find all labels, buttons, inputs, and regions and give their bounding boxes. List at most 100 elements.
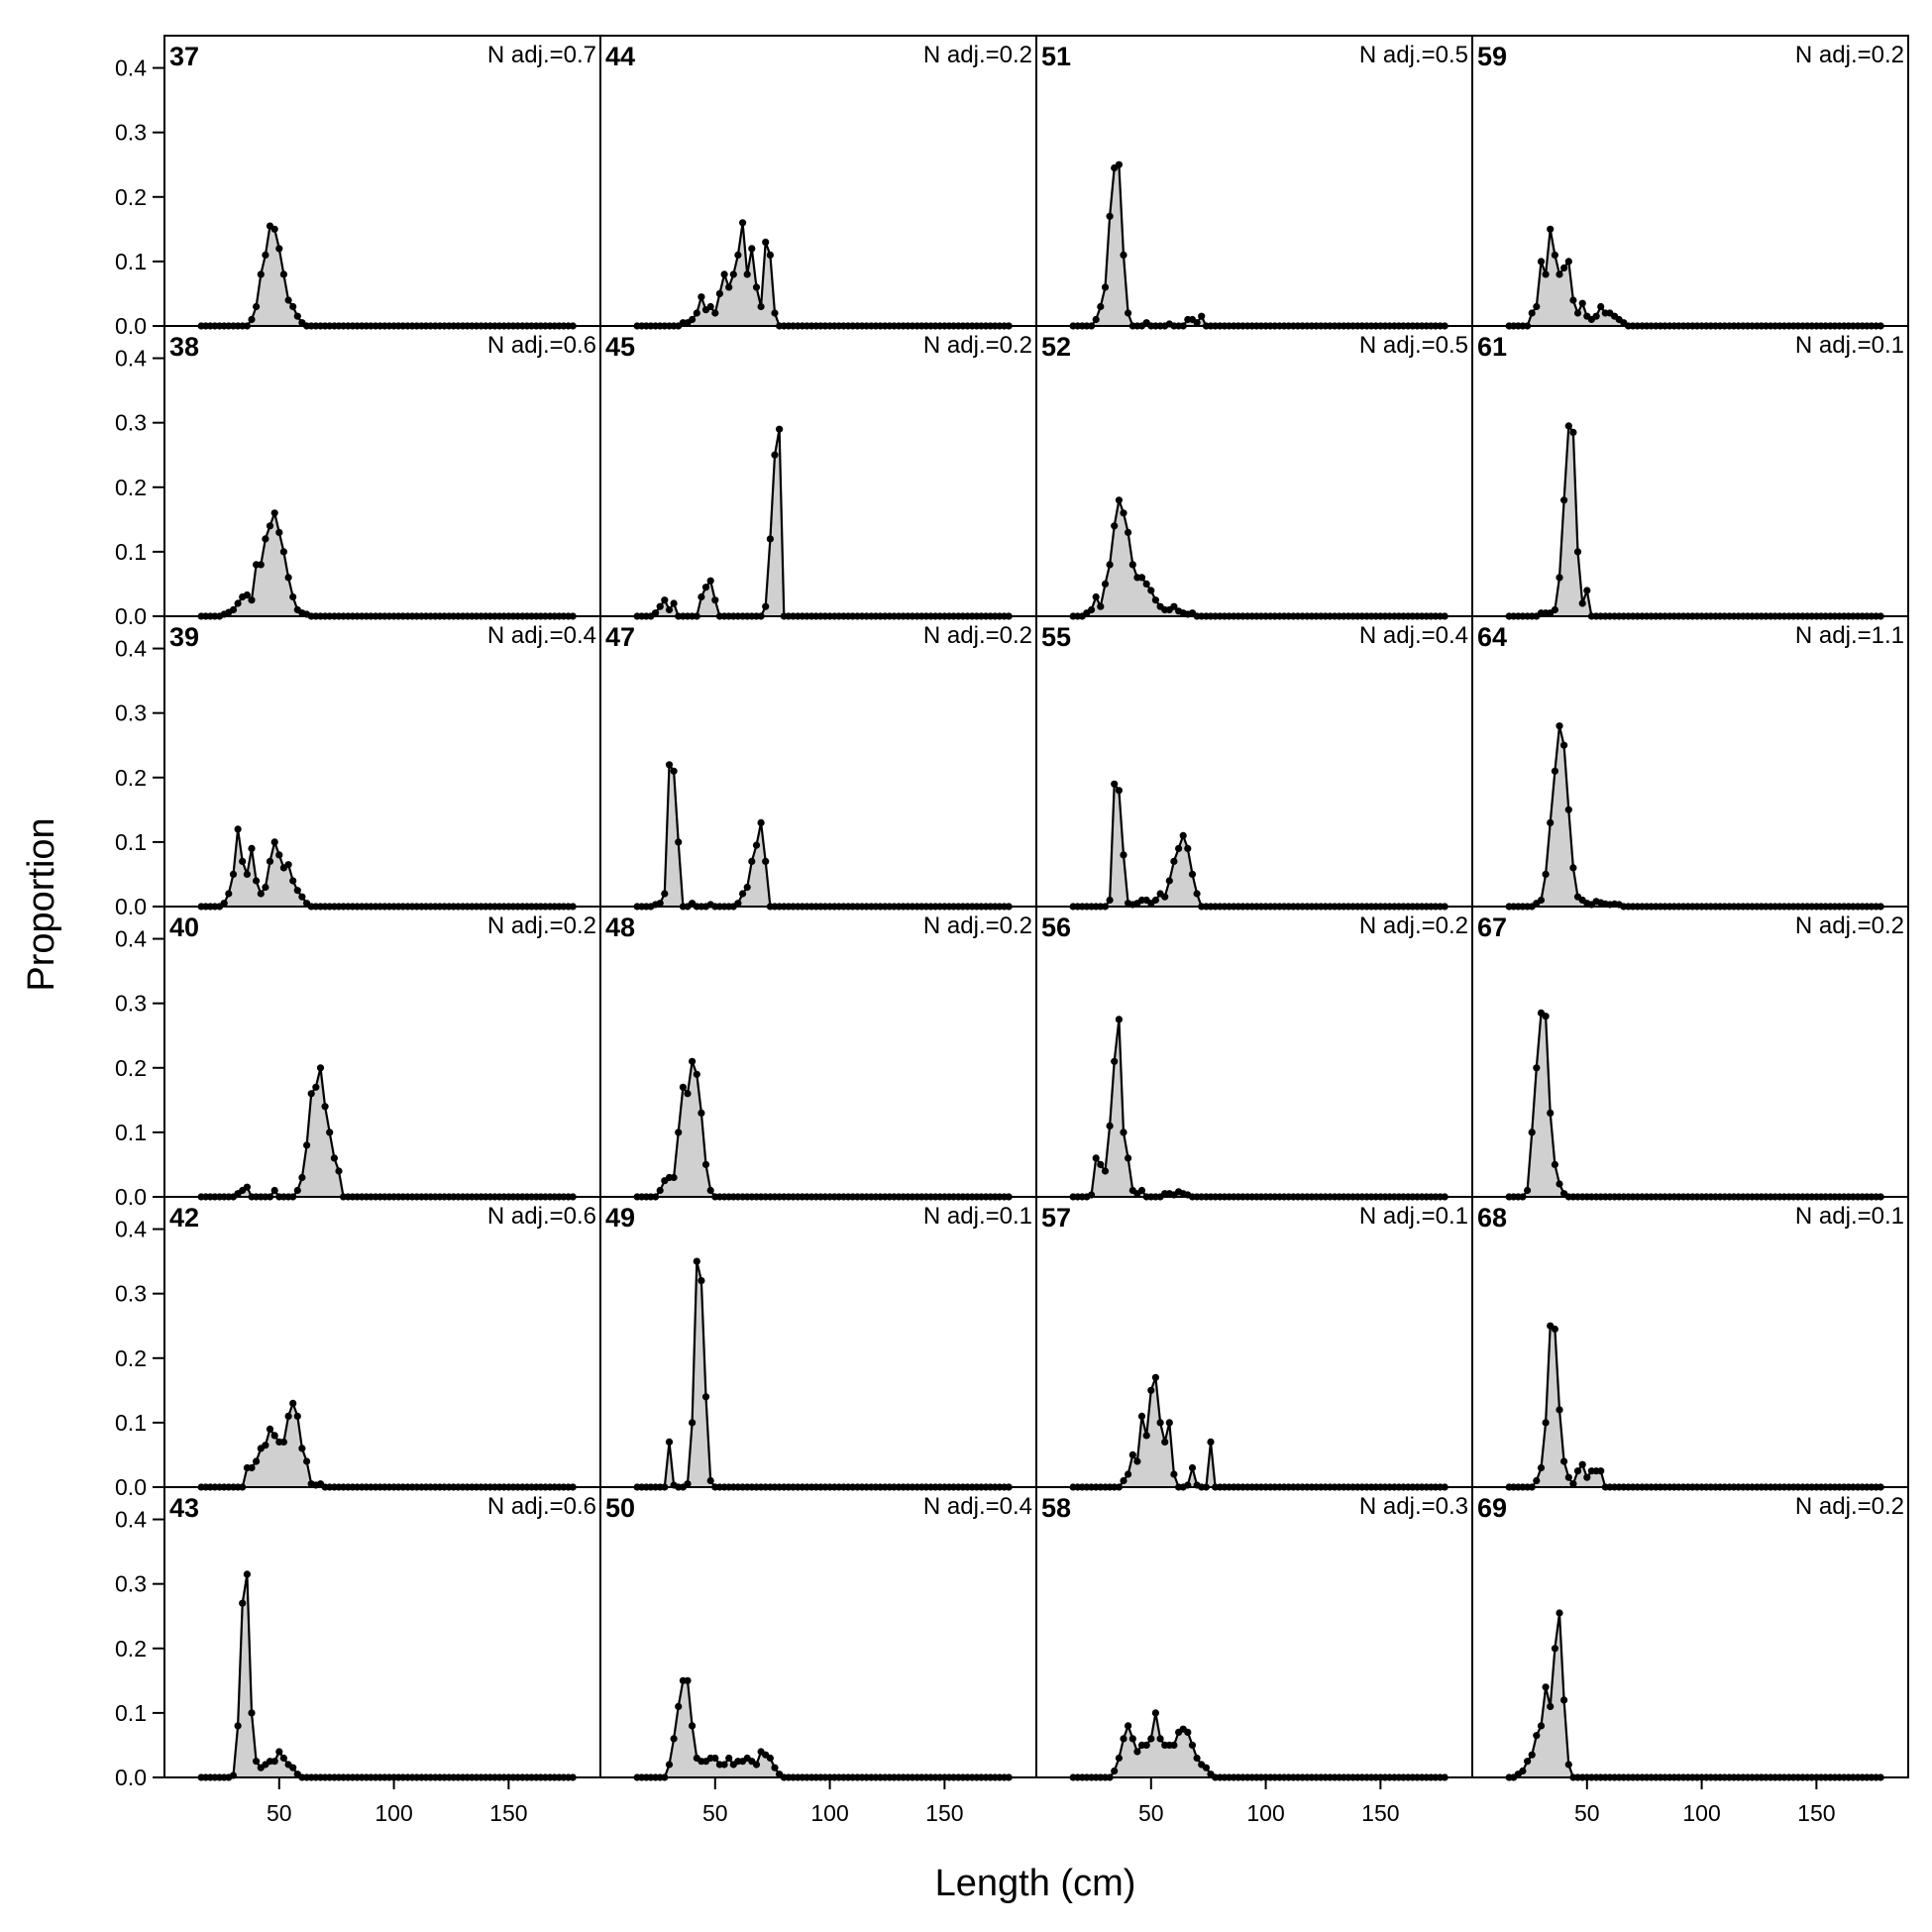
data-point bbox=[239, 1599, 247, 1607]
data-point bbox=[1161, 1438, 1169, 1446]
data-point bbox=[762, 238, 770, 246]
data-point bbox=[1207, 1438, 1215, 1446]
data-point bbox=[330, 1154, 338, 1162]
data-point bbox=[698, 1109, 705, 1117]
axes: 0.0 0.1 0.2 0.3 0.4 0.0 0.1 0.2 0.3 0.4 0.0 0.1 0.2 0… bbox=[115, 55, 1836, 1826]
panel-67: 67 N adj.=0.2 bbox=[1471, 906, 1909, 1201]
data-point bbox=[757, 818, 765, 827]
data-point bbox=[1551, 1645, 1558, 1653]
data-point bbox=[1111, 1057, 1119, 1065]
distribution-line bbox=[1073, 1376, 1446, 1489]
x-tick-label: 100 bbox=[1246, 1800, 1284, 1826]
data-point bbox=[1198, 312, 1206, 320]
data-point bbox=[293, 312, 301, 320]
data-point bbox=[1184, 1728, 1192, 1736]
data-point bbox=[725, 283, 733, 291]
y-tick-label: 0.0 bbox=[115, 1765, 147, 1790]
data-point bbox=[1142, 1741, 1150, 1749]
y-tick-label: 0.1 bbox=[115, 249, 147, 274]
data-point bbox=[284, 1412, 292, 1420]
data-point bbox=[1592, 312, 1600, 320]
data-point bbox=[1537, 258, 1546, 266]
data-point bbox=[243, 590, 251, 599]
data-point bbox=[665, 1438, 674, 1446]
data-point bbox=[1551, 767, 1558, 775]
n-adj-label: N adj.=1.1 bbox=[1795, 622, 1904, 649]
y-tick-label: 0.1 bbox=[115, 1700, 147, 1726]
data-point bbox=[275, 1748, 283, 1756]
data-point bbox=[706, 577, 714, 585]
distribution-line bbox=[201, 1066, 574, 1199]
data-point bbox=[1537, 1722, 1546, 1730]
data-point bbox=[284, 861, 292, 869]
data-point bbox=[743, 883, 751, 892]
panel-45: 45 N adj.=0.2 bbox=[599, 325, 1037, 620]
data-point bbox=[776, 425, 784, 433]
panel-61: 61 N adj.=0.1 bbox=[1471, 325, 1909, 620]
data-point bbox=[1556, 1180, 1563, 1188]
panel-frame bbox=[1035, 615, 1473, 908]
n-adj-label: N adj.=0.1 bbox=[1795, 1203, 1904, 1230]
panel-59: 59 N adj.=0.2 bbox=[1471, 35, 1909, 330]
data-point bbox=[298, 1173, 306, 1182]
data-point bbox=[1106, 212, 1114, 220]
data-point bbox=[307, 1090, 315, 1098]
x-axis-title: Length (cm) bbox=[935, 1863, 1136, 1904]
data-point bbox=[1524, 1758, 1532, 1766]
x-tick-label: 150 bbox=[489, 1800, 527, 1826]
n-adj-label: N adj.=0.2 bbox=[923, 42, 1032, 68]
panel-frame bbox=[1035, 35, 1473, 327]
data-point bbox=[229, 605, 238, 614]
data-point bbox=[1092, 592, 1100, 601]
data-point bbox=[1524, 1186, 1532, 1195]
data-point bbox=[1161, 893, 1169, 901]
data-point bbox=[1151, 596, 1159, 604]
y-tick-label: 0.3 bbox=[115, 991, 147, 1017]
data-point bbox=[1111, 522, 1119, 530]
data-point bbox=[1537, 896, 1546, 905]
panel-frame bbox=[599, 35, 1037, 327]
data-point bbox=[1193, 1754, 1201, 1763]
y-tick-label: 0.2 bbox=[115, 765, 147, 791]
data-point bbox=[693, 1257, 700, 1265]
data-point bbox=[762, 602, 770, 610]
data-point bbox=[670, 767, 678, 775]
data-point bbox=[284, 296, 292, 304]
data-point bbox=[257, 270, 265, 278]
data-point bbox=[661, 596, 669, 604]
panel-label: 42 bbox=[169, 1203, 199, 1233]
data-point bbox=[270, 1186, 278, 1195]
y-tick-label: 0.4 bbox=[115, 1507, 147, 1533]
data-point bbox=[1115, 161, 1123, 168]
data-point bbox=[1111, 1767, 1119, 1775]
data-point bbox=[1193, 319, 1201, 327]
data-point bbox=[656, 900, 664, 908]
data-point bbox=[1528, 1751, 1536, 1759]
panel-51: 51 N adj.=0.5 bbox=[1035, 35, 1473, 330]
panel-42: 42 N adj.=0.6 bbox=[163, 1196, 601, 1491]
distribution-line bbox=[637, 221, 1010, 328]
data-point bbox=[1097, 602, 1105, 610]
panel-label: 48 bbox=[605, 912, 635, 942]
n-adj-label: N adj.=0.1 bbox=[923, 1203, 1032, 1230]
data-point bbox=[293, 887, 301, 895]
data-point bbox=[1128, 1450, 1136, 1458]
data-point bbox=[253, 302, 261, 311]
data-point bbox=[326, 1128, 334, 1136]
data-point bbox=[652, 609, 660, 617]
panel-55: 55 N adj.=0.4 bbox=[1035, 615, 1473, 911]
data-point bbox=[706, 1476, 714, 1485]
data-point bbox=[262, 1442, 269, 1449]
data-point bbox=[1120, 509, 1127, 517]
data-point bbox=[1170, 1741, 1178, 1749]
panel-label: 57 bbox=[1041, 1203, 1071, 1233]
distribution-area bbox=[1509, 1613, 1881, 1777]
data-point bbox=[1097, 302, 1105, 311]
distribution-area bbox=[201, 1067, 574, 1197]
panel-label: 39 bbox=[169, 622, 199, 652]
data-point bbox=[698, 293, 705, 301]
x-tick-label: 100 bbox=[375, 1800, 412, 1826]
data-point bbox=[225, 890, 233, 898]
data-point bbox=[1115, 787, 1123, 795]
data-point bbox=[1542, 870, 1550, 879]
